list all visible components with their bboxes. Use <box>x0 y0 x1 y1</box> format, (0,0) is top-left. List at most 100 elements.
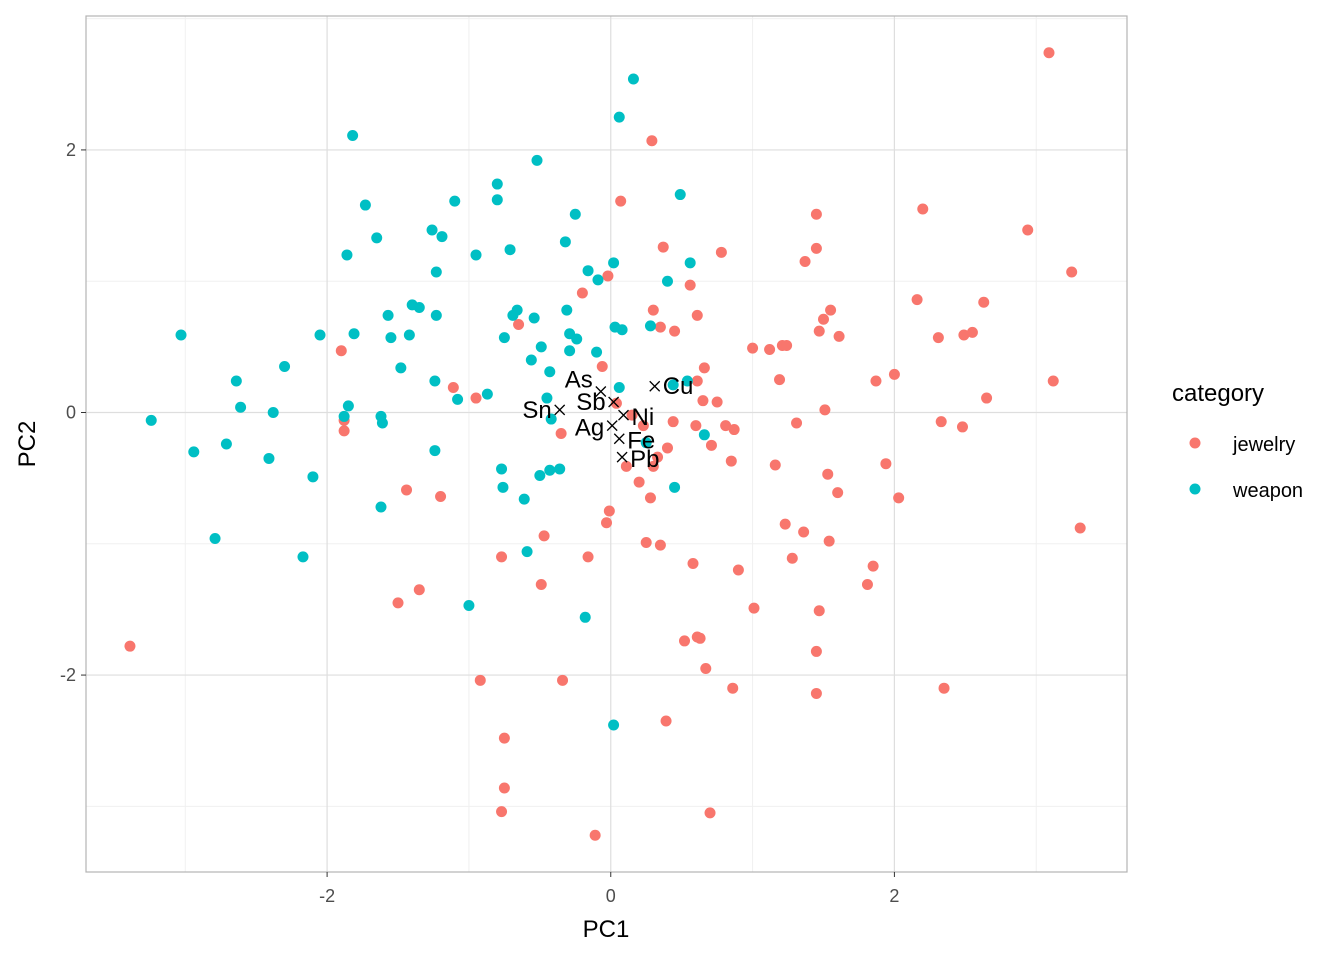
point-jewelry <box>833 330 845 342</box>
point-weapon <box>452 393 464 405</box>
point-weapon <box>667 379 679 391</box>
point-weapon <box>544 366 556 378</box>
point-weapon <box>496 463 508 475</box>
x-axis-title: PC1 <box>583 916 630 943</box>
point-weapon <box>559 236 571 248</box>
point-weapon <box>591 346 603 358</box>
point-jewelry <box>401 484 413 496</box>
point-weapon <box>430 309 442 321</box>
point-jewelry <box>691 375 703 387</box>
point-jewelry <box>888 368 900 380</box>
legend: category jewelry weapon <box>1172 380 1303 502</box>
y-axis-title: PC2 <box>14 421 41 468</box>
point-weapon <box>541 392 553 404</box>
point-weapon <box>544 464 556 476</box>
point-weapon <box>608 257 620 269</box>
legend-key-jewelry <box>1189 437 1201 449</box>
point-weapon <box>235 401 247 413</box>
point-jewelry <box>748 602 760 614</box>
point-jewelry <box>661 442 673 454</box>
point-jewelry <box>690 420 702 432</box>
point-jewelry <box>1043 47 1055 59</box>
point-weapon <box>342 400 354 412</box>
point-weapon <box>674 189 686 201</box>
point-jewelry <box>687 557 699 569</box>
point-jewelry <box>764 343 776 355</box>
annotation-label-sb: Sb <box>576 389 605 416</box>
point-jewelry <box>1066 266 1078 278</box>
grid <box>86 16 1127 872</box>
point-jewelry <box>978 296 990 308</box>
cross-marker-sb <box>608 396 620 408</box>
point-jewelry <box>637 420 649 432</box>
point-weapon <box>498 332 510 344</box>
point-jewelry <box>725 455 737 467</box>
point-weapon <box>395 362 407 374</box>
point-jewelry <box>825 304 837 316</box>
point-jewelry <box>335 345 347 357</box>
point-weapon <box>403 329 415 341</box>
point-jewelry <box>938 682 950 694</box>
cross-marker-cu <box>649 380 661 392</box>
point-weapon <box>338 410 350 422</box>
point-weapon <box>528 312 540 324</box>
point-jewelry <box>774 374 786 386</box>
point-jewelry <box>935 416 947 428</box>
point-weapon <box>188 446 200 458</box>
point-jewelry <box>647 304 659 316</box>
point-jewelry <box>810 645 822 657</box>
point-jewelry <box>498 782 510 794</box>
point-jewelry <box>338 425 350 437</box>
point-jewelry <box>958 329 970 341</box>
point-weapon <box>521 546 533 558</box>
point-jewelry <box>798 526 810 538</box>
point-weapon <box>518 493 530 505</box>
point-jewelry <box>660 715 672 727</box>
point-jewelry <box>691 309 703 321</box>
point-weapon <box>385 332 397 344</box>
panel-border <box>85 15 1128 873</box>
point-jewelry <box>700 663 712 675</box>
point-weapon <box>531 154 543 166</box>
point-weapon <box>535 341 547 353</box>
point-jewelry <box>679 635 691 647</box>
point-jewelry <box>917 203 929 215</box>
point-weapon <box>449 195 461 207</box>
point-weapon <box>371 232 383 244</box>
point-weapon <box>463 599 475 611</box>
point-jewelry <box>711 396 723 408</box>
point-weapon <box>681 375 693 387</box>
annotation-label-ni: Ni <box>632 404 655 431</box>
point-jewelry <box>620 460 632 472</box>
legend-title: category <box>1172 380 1264 407</box>
legend-key-weapon <box>1189 483 1201 495</box>
point-jewelry <box>413 584 425 596</box>
point-jewelry <box>435 491 447 503</box>
point-weapon <box>613 382 625 394</box>
point-jewelry <box>669 325 681 337</box>
point-weapon <box>347 129 359 141</box>
point-weapon <box>341 249 353 261</box>
point-weapon <box>564 345 576 357</box>
y-tick-label: -2 <box>60 665 76 685</box>
point-weapon <box>430 266 442 278</box>
point-jewelry <box>498 732 510 744</box>
annotation-label-fe: Fe <box>627 428 655 455</box>
point-jewelry <box>813 605 825 617</box>
point-jewelry <box>791 417 803 429</box>
point-jewelry <box>720 420 732 432</box>
point-jewelry <box>781 340 793 352</box>
y-tick-label: 0 <box>66 402 76 422</box>
point-jewelry <box>654 321 666 333</box>
point-jewelry <box>956 421 968 433</box>
point-jewelry <box>813 325 825 337</box>
data-points <box>124 47 1086 841</box>
point-weapon <box>279 361 291 373</box>
point-jewelry <box>747 342 759 354</box>
point-jewelry <box>817 313 829 325</box>
point-weapon <box>684 257 696 269</box>
point-jewelry <box>966 326 978 338</box>
point-weapon <box>569 208 581 220</box>
point-weapon <box>314 329 326 341</box>
